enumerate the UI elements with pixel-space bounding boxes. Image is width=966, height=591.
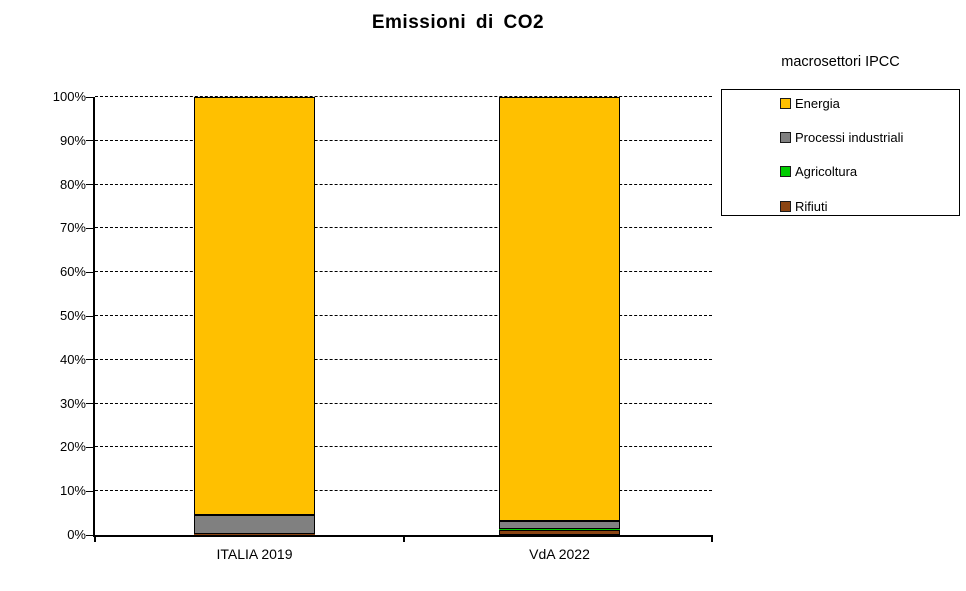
y-axis-tick [86, 227, 93, 229]
gridline-30pct [95, 402, 712, 404]
gridline-50pct [95, 315, 712, 316]
y-axis-tick [86, 140, 93, 142]
bar-segment-energia-vda-2022 [499, 97, 620, 522]
y-axis-tick [86, 446, 93, 448]
y-tick-label-70pct: 70% [59, 220, 86, 236]
y-tick-label-30pct: 30% [59, 395, 86, 411]
y-axis-tick [86, 96, 93, 98]
legend-swatch-rifiuti [780, 200, 791, 212]
chart-title: Emissioni di CO2 [371, 12, 545, 33]
gridline-40pct [95, 358, 712, 360]
y-tick-label-60pct: 60% [59, 264, 86, 280]
category-label-italia-2019: ITALIA 2019 [216, 546, 293, 562]
legend-item-energia: Energia [780, 95, 840, 111]
y-axis-tick [86, 534, 93, 536]
y-axis-tick [86, 359, 93, 361]
gridline-20pct [95, 446, 712, 448]
x-axis-tick [94, 535, 96, 542]
category-label-vda-2022: VdA 2022 [529, 546, 590, 562]
gridline-80pct [95, 183, 712, 185]
gridline-70pct [95, 227, 712, 229]
y-tick-label-90pct: 90% [59, 132, 86, 148]
y-tick-label-20pct: 20% [59, 439, 86, 455]
legend-item-agricoltura: Agricoltura [780, 164, 858, 180]
y-axis-tick [86, 490, 93, 492]
gridline-100pct [95, 96, 712, 97]
bar-italia-2019 [194, 97, 315, 535]
bar-segment-rifiuti-italia-2019 [194, 534, 315, 535]
bar-segment-energia-italia-2019 [194, 97, 315, 516]
gridline-10pct [95, 490, 712, 492]
gridline-60pct [95, 271, 712, 273]
legend-item-label: Rifiuti [795, 198, 828, 214]
y-axis-tick [86, 403, 93, 405]
gridline-90pct [95, 139, 712, 141]
bar-vda-2022 [499, 97, 620, 535]
legend-title: macrosettori IPCC [781, 54, 900, 70]
y-axis-tick [86, 184, 93, 186]
legend-item-label: Processi industriali [795, 129, 904, 145]
x-axis-tick [402, 535, 405, 542]
legend: Energia Processi industriali Agricoltura Ri… [721, 89, 960, 216]
y-axis-tick [86, 315, 93, 317]
bar-segment-processi-industriali-italia-2019 [194, 515, 315, 534]
plot-area: 0% 10% 20% 30% 40% 50% 60% 70% 80% 90% 100% ITALIA … [53, 90, 713, 562]
bar-segment-processi-industriali-vda-2022 [499, 521, 620, 530]
legend-item-rifiuti: Rifiuti [780, 198, 828, 214]
y-tick-label-80pct: 80% [59, 176, 86, 192]
legend-swatch-agricoltura [780, 166, 791, 178]
legend-item-label: Energia [795, 95, 840, 111]
y-tick-label-0pct: 0% [67, 527, 86, 542]
bar-segment-rifiuti-vda-2022 [499, 529, 620, 535]
y-tick-label-50pct: 50% [59, 308, 86, 323]
legend-swatch-energia [780, 97, 791, 109]
legend-item-processi-industriali: Processi industriali [780, 129, 904, 145]
y-tick-label-100pct: 100% [52, 89, 86, 104]
legend-swatch-processi-industriali [780, 131, 791, 143]
y-tick-label-40pct: 40% [59, 351, 86, 367]
y-tick-label-10pct: 10% [59, 483, 86, 499]
x-axis-tick [711, 535, 713, 542]
y-axis-tick [86, 271, 93, 273]
legend-item-label: Agricoltura [795, 164, 858, 180]
